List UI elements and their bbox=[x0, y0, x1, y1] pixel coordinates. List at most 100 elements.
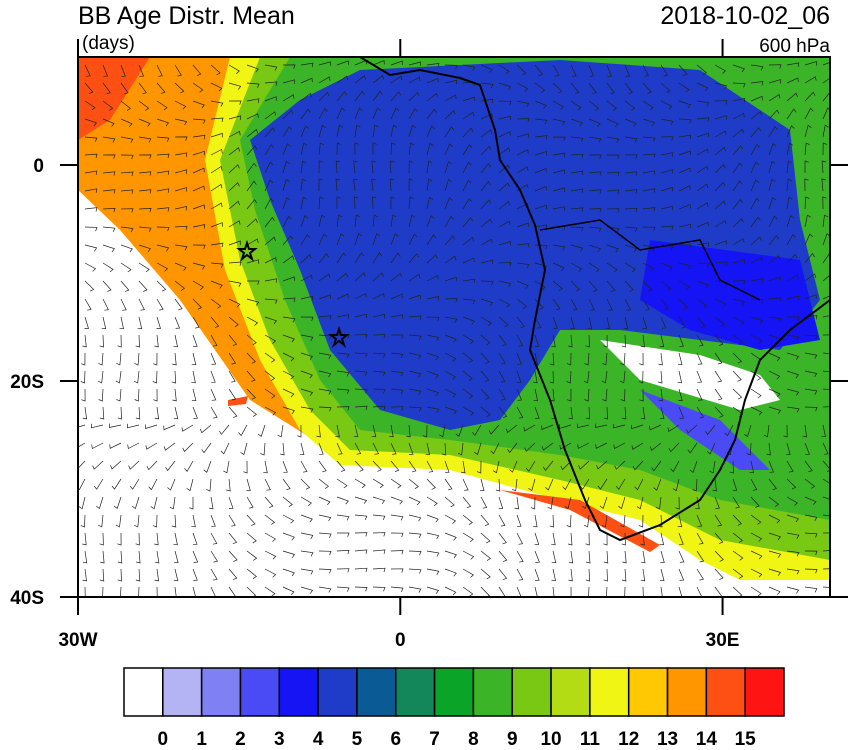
wind-barb bbox=[612, 423, 626, 429]
wind-barb bbox=[498, 550, 508, 562]
wind-barb bbox=[624, 136, 638, 143]
wind-barb bbox=[98, 352, 104, 366]
wind-barb bbox=[714, 568, 724, 580]
wind-barb bbox=[372, 313, 386, 319]
colorbar-box bbox=[666, 667, 708, 717]
wind-barb bbox=[282, 160, 290, 174]
wind-barb bbox=[678, 262, 692, 270]
wind-barb bbox=[300, 196, 307, 210]
wind-barb bbox=[90, 423, 104, 429]
wind-barb bbox=[408, 315, 422, 320]
wind-barb bbox=[82, 334, 87, 348]
wind-barb bbox=[606, 208, 620, 213]
wind-barb bbox=[441, 442, 447, 456]
wind-barb bbox=[678, 223, 692, 229]
wind-barb bbox=[642, 262, 655, 272]
wind-barb bbox=[599, 496, 608, 509]
wind-barb bbox=[282, 370, 295, 380]
wind-barb bbox=[678, 82, 690, 93]
wind-barb bbox=[318, 142, 325, 156]
wind-barb bbox=[750, 550, 763, 560]
wind-barb bbox=[210, 148, 223, 156]
wind-barb bbox=[552, 152, 566, 158]
wind-barb bbox=[516, 586, 522, 597]
wind-barb bbox=[786, 233, 796, 246]
wind-barb bbox=[804, 124, 812, 138]
wind-barb bbox=[354, 313, 368, 319]
wind-barb bbox=[152, 370, 158, 384]
level: 600 hPa bbox=[759, 36, 830, 57]
wind-barb bbox=[371, 178, 376, 192]
wind-barb bbox=[696, 132, 709, 138]
wind-barb bbox=[620, 388, 626, 402]
wind-barb bbox=[82, 532, 87, 546]
wind-barb bbox=[444, 460, 450, 473]
wind-barb bbox=[172, 352, 177, 366]
wind-barb bbox=[768, 586, 781, 595]
wind-barb bbox=[372, 388, 386, 394]
wind-barb bbox=[786, 160, 793, 174]
wind-barb bbox=[516, 514, 522, 527]
wind-barb bbox=[639, 388, 644, 402]
wind-barb bbox=[264, 298, 278, 304]
wind-barb bbox=[549, 370, 554, 384]
wind-barb bbox=[84, 118, 97, 127]
wind-barb bbox=[126, 423, 140, 429]
wind-barb bbox=[426, 62, 440, 68]
wind-barb bbox=[318, 76, 331, 84]
wind-barb bbox=[390, 370, 404, 377]
wind-barb bbox=[203, 460, 212, 473]
wind-barb bbox=[462, 144, 473, 156]
wind-barb bbox=[570, 207, 584, 212]
wind-barb bbox=[786, 532, 800, 539]
wind-barb bbox=[138, 82, 147, 95]
wind-barb bbox=[596, 460, 608, 470]
wind-barb bbox=[570, 244, 584, 252]
wind-barb bbox=[372, 293, 385, 300]
wind-barb bbox=[462, 198, 472, 210]
wind-barb bbox=[660, 225, 674, 230]
wind-barb bbox=[588, 82, 597, 95]
wind-barb bbox=[390, 568, 404, 573]
wind-barb bbox=[498, 280, 512, 288]
wind-barb bbox=[246, 334, 257, 346]
wind-barb bbox=[119, 316, 124, 330]
wind-barb bbox=[444, 215, 454, 228]
wind-barb bbox=[621, 568, 627, 582]
wind-barb bbox=[282, 235, 294, 246]
wind-barb bbox=[336, 406, 350, 411]
wind-barb bbox=[472, 424, 482, 436]
wind-barb bbox=[426, 142, 434, 156]
wind-barb bbox=[804, 550, 818, 556]
wind-barb bbox=[300, 532, 314, 540]
wind-barb bbox=[714, 181, 726, 192]
wind-barb bbox=[786, 253, 798, 264]
wind-barb bbox=[93, 478, 104, 490]
wind-barb bbox=[534, 100, 547, 109]
wind-barb bbox=[564, 496, 572, 510]
wind-barb bbox=[300, 215, 309, 228]
wind-barb bbox=[498, 115, 512, 121]
wind-barb bbox=[120, 154, 134, 160]
wind-barb bbox=[495, 478, 501, 492]
wind-barb bbox=[426, 568, 440, 575]
wind-barb bbox=[372, 233, 381, 246]
wind-barb bbox=[228, 388, 237, 401]
wind-barb bbox=[588, 100, 600, 111]
wind-barb bbox=[696, 514, 703, 527]
wind-barb bbox=[156, 82, 166, 94]
wind-barb bbox=[228, 164, 240, 174]
wind-barb bbox=[462, 550, 475, 560]
wind-barb bbox=[173, 568, 179, 582]
wind-barb bbox=[264, 568, 277, 578]
wind-barb bbox=[210, 334, 218, 347]
wind-barb bbox=[624, 280, 634, 292]
wind-barb bbox=[541, 442, 554, 451]
wind-barb bbox=[246, 532, 257, 544]
wind-barb bbox=[318, 315, 332, 320]
wind-barb bbox=[480, 316, 492, 327]
wind-barb bbox=[692, 478, 698, 492]
wind-barb bbox=[660, 136, 674, 141]
wind-barb bbox=[480, 280, 494, 286]
wind-barb bbox=[228, 280, 242, 287]
